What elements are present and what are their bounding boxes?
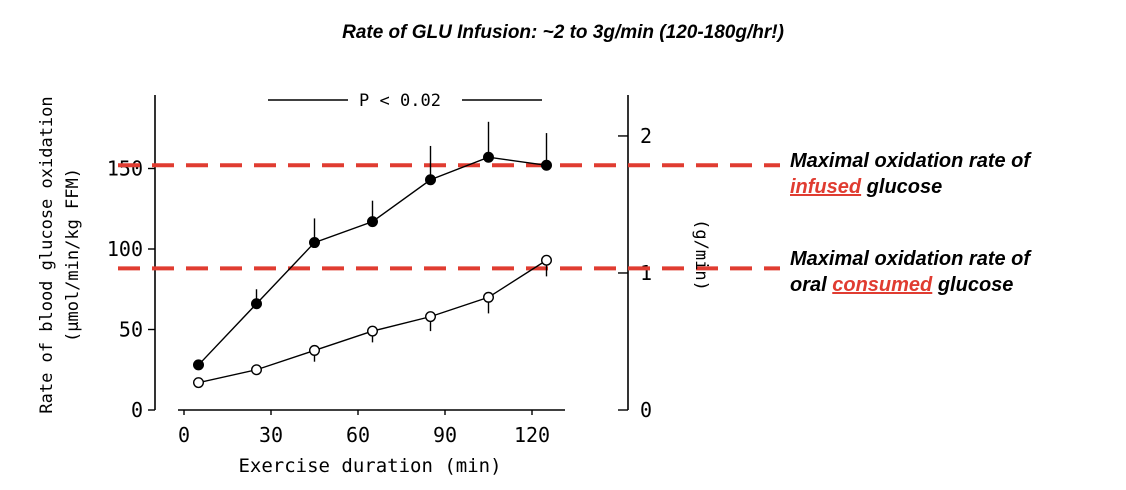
max-infused-line1: Maximal oxidation rate of	[790, 150, 1031, 172]
y2-tick-label-2: 2	[640, 124, 652, 148]
max-oral-line1: Maximal oxidation rate of	[790, 248, 1031, 270]
infused-highlight: infused	[790, 176, 862, 198]
infused-rest: glucose	[861, 176, 943, 198]
series-2-line	[198, 259, 547, 384]
max-infused-note: Maximal oxidation rate of infused glucos…	[790, 148, 1126, 200]
series-1-point-2	[250, 298, 262, 310]
oral-prefix: oral	[790, 274, 833, 296]
series-1-point-7	[541, 159, 553, 171]
y2-tick-label-1: 1	[640, 261, 652, 285]
y-axis-label-line2: (µmol/min/kg FFM)	[63, 168, 83, 342]
series-1-point-3	[309, 237, 321, 249]
x-tick-label-120: 120	[514, 423, 550, 447]
series-1-point-4	[367, 216, 379, 228]
consumed-highlight: consumed	[832, 274, 933, 296]
x-tick-label-0: 0	[178, 423, 190, 447]
max-oral-note: Maximal oxidation rate of oral consumed …	[790, 246, 1126, 298]
y2-axis-label: (g/min)	[691, 219, 711, 291]
y-axis-label-line1: Rate of blood glucose oxidation	[37, 96, 57, 413]
x-axis-label: Exercise duration (min)	[238, 455, 501, 477]
y-tick-label-50: 50	[119, 318, 143, 342]
x-tick-label-30: 30	[259, 423, 283, 447]
series-2-point-2	[250, 364, 262, 376]
x-tick-label-60: 60	[346, 423, 370, 447]
series-2-point-1	[192, 377, 204, 389]
consumed-rest: glucose	[932, 274, 1014, 296]
series-1-point-6	[483, 151, 495, 163]
y2-tick-label-0: 0	[640, 398, 652, 422]
series-2-point-4	[367, 325, 379, 337]
series-1-point-1	[192, 359, 204, 371]
series-2-point-5	[425, 311, 437, 323]
y-tick-label-150: 150	[107, 157, 143, 181]
max-oral-line2: oral consumed glucose	[790, 272, 1126, 298]
slide-title: Rate of GLU Infusion: ~2 to 3g/min (120-…	[342, 22, 784, 43]
significance-label: P < 0.02	[359, 91, 441, 111]
series-2-point-6	[483, 291, 495, 303]
y-tick-label-100: 100	[107, 237, 143, 261]
max-infused-line2: infused glucose	[790, 174, 1126, 200]
y-tick-label-0: 0	[131, 398, 143, 422]
series-2-point-7	[541, 254, 553, 266]
x-tick-label-90: 90	[433, 423, 457, 447]
series-2-point-3	[309, 344, 321, 356]
series-1-point-5	[425, 174, 437, 186]
